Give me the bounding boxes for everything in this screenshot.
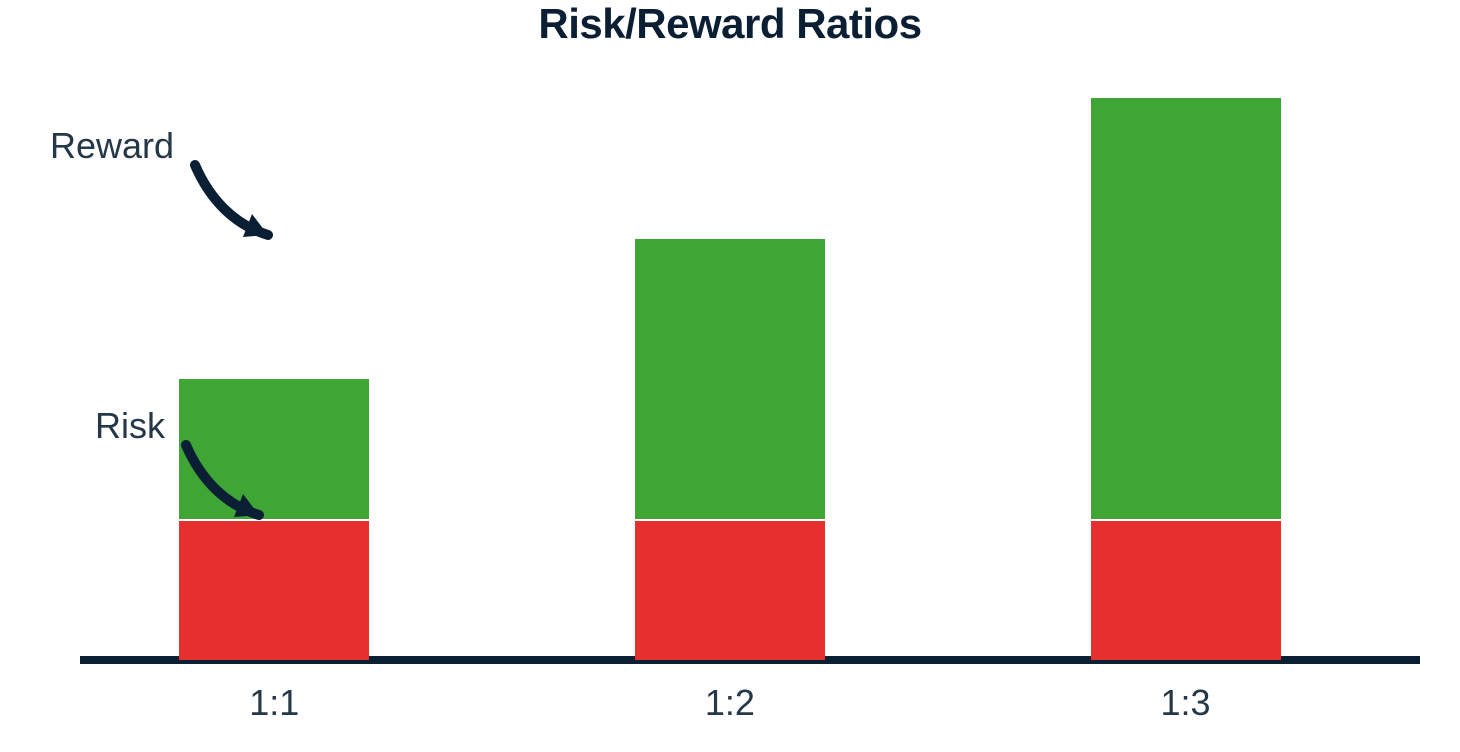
x-axis-tick-label: 1:3: [1160, 682, 1210, 724]
chart-title: Risk/Reward Ratios: [0, 0, 1460, 48]
risk-annotation-label: Risk: [95, 405, 165, 447]
risk-annotation: Risk: [95, 405, 291, 530]
bar-risk-segment: [179, 521, 369, 661]
bar: [635, 239, 825, 661]
reward-annotation: Reward: [50, 125, 300, 250]
reward-annotation-label: Reward: [50, 125, 174, 167]
bar-risk-segment: [635, 521, 825, 661]
bar-risk-segment: [1091, 521, 1281, 661]
bar-reward-segment: [635, 239, 825, 519]
x-axis-tick-label: 1:1: [249, 682, 299, 724]
arrow-icon: [180, 125, 300, 250]
risk-reward-chart: Risk/Reward Ratios Reward Risk 1:1 1:2 1:3: [0, 0, 1460, 752]
bar: [1091, 98, 1281, 660]
x-axis-tick-label: 1:2: [705, 682, 755, 724]
bar-reward-segment: [1091, 98, 1281, 519]
arrow-icon: [171, 405, 291, 530]
